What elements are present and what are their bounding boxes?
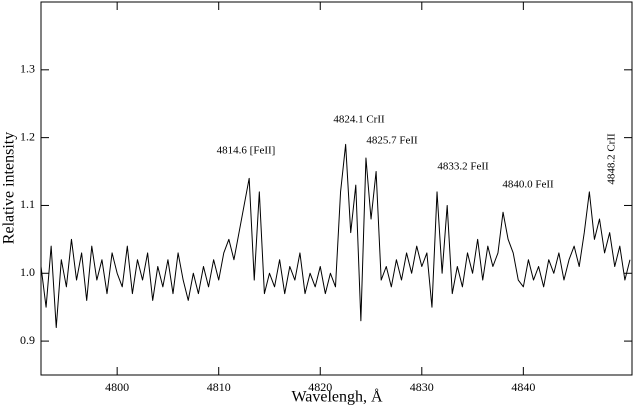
x-tick-label: 4800	[105, 380, 129, 394]
y-axis-label: Relative intensity	[1, 132, 18, 244]
annotation: 4814.6 [FeII]	[217, 145, 276, 157]
y-tick-label: 1.1	[20, 197, 35, 211]
x-tick-label: 4810	[207, 380, 231, 394]
annotation: 4840.0 FeII	[502, 179, 554, 191]
annotation: 4824.1 CrII	[333, 114, 385, 126]
x-tick-label: 4830	[410, 380, 434, 394]
y-tick-label: 1.0	[20, 265, 35, 279]
x-tick-label: 4840	[511, 380, 535, 394]
annotation: 4825.7 FeII	[366, 135, 418, 147]
annotation: 4848.2 CrII	[606, 133, 618, 185]
y-tick-label: 1.3	[20, 62, 35, 76]
annotation: 4833.2 FeII	[437, 161, 489, 173]
x-tick-label: 4820	[308, 380, 332, 394]
y-tick-label: 1.2	[20, 129, 35, 143]
plot-frame	[40, 1, 633, 376]
spectrum-line	[40, 143, 631, 329]
y-tick-label: 0.9	[20, 333, 35, 347]
x-axis-label: Wavelengh, Å	[291, 388, 383, 406]
